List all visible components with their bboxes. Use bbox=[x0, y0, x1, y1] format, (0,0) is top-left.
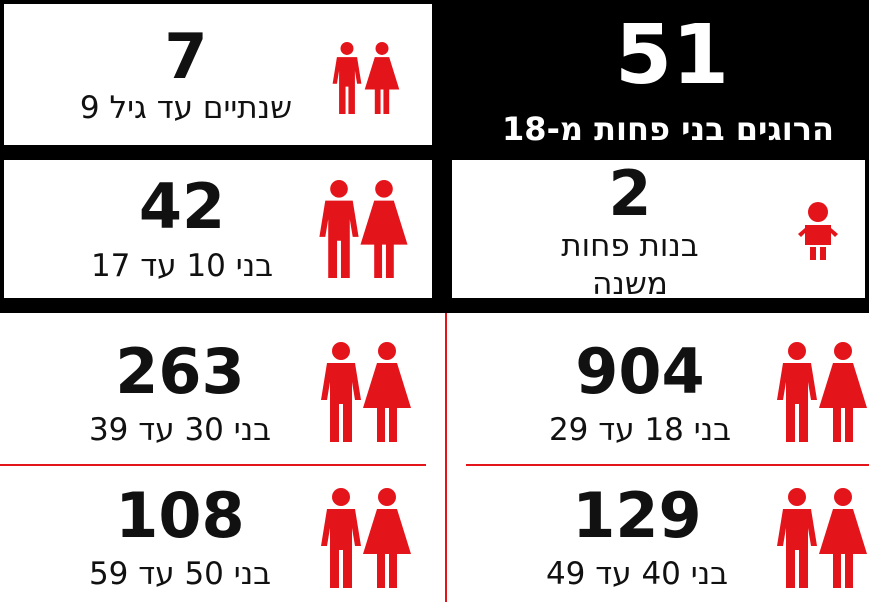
icon bbox=[330, 180, 348, 198]
cell-label: בני 10 עד 17 bbox=[91, 248, 273, 284]
icon bbox=[332, 57, 362, 114]
cell-label: בני 40 עד 49 bbox=[546, 556, 728, 592]
icon bbox=[360, 200, 408, 278]
icon bbox=[378, 488, 396, 506]
icon bbox=[340, 42, 354, 55]
cell-box bbox=[4, 4, 432, 145]
icon bbox=[798, 225, 838, 260]
headline-number: 51 bbox=[615, 8, 729, 103]
icon bbox=[319, 200, 359, 278]
icon bbox=[777, 363, 817, 442]
cell-label: בני 18 עד 29 bbox=[549, 412, 731, 448]
icon bbox=[788, 488, 806, 506]
icon bbox=[321, 363, 361, 442]
cell-label: בני 50 עד 59 bbox=[89, 556, 271, 592]
icon bbox=[808, 202, 828, 222]
icon bbox=[364, 57, 400, 114]
cell-number: 108 bbox=[115, 479, 244, 552]
cell-number: 904 bbox=[575, 335, 704, 408]
cell-number: 129 bbox=[572, 479, 701, 552]
icon bbox=[834, 488, 852, 506]
cell-box bbox=[4, 160, 432, 298]
icon bbox=[363, 509, 411, 588]
icon bbox=[363, 363, 411, 442]
icon bbox=[321, 509, 361, 588]
icon bbox=[819, 509, 867, 588]
icon bbox=[788, 342, 806, 360]
icon bbox=[332, 342, 350, 360]
cell-label: בנות פחות bbox=[561, 228, 698, 264]
cell-label: בני 30 עד 39 bbox=[89, 412, 271, 448]
cell-number: 2 bbox=[608, 157, 651, 230]
cell-number: 7 bbox=[164, 20, 207, 93]
icon bbox=[332, 488, 350, 506]
headline-label: הרוגים בני פחות מ-18 bbox=[502, 110, 834, 148]
cell-box bbox=[452, 160, 865, 298]
cell-label: משנה bbox=[592, 266, 668, 302]
icon bbox=[375, 180, 393, 198]
cell-label: שנתיים עד גיל 9 bbox=[80, 90, 292, 126]
cell-number: 263 bbox=[115, 335, 244, 408]
icon bbox=[819, 363, 867, 442]
icon bbox=[378, 342, 396, 360]
icon bbox=[777, 509, 817, 588]
icon bbox=[834, 342, 852, 360]
cell-number: 42 bbox=[139, 170, 225, 243]
icon bbox=[375, 42, 389, 55]
